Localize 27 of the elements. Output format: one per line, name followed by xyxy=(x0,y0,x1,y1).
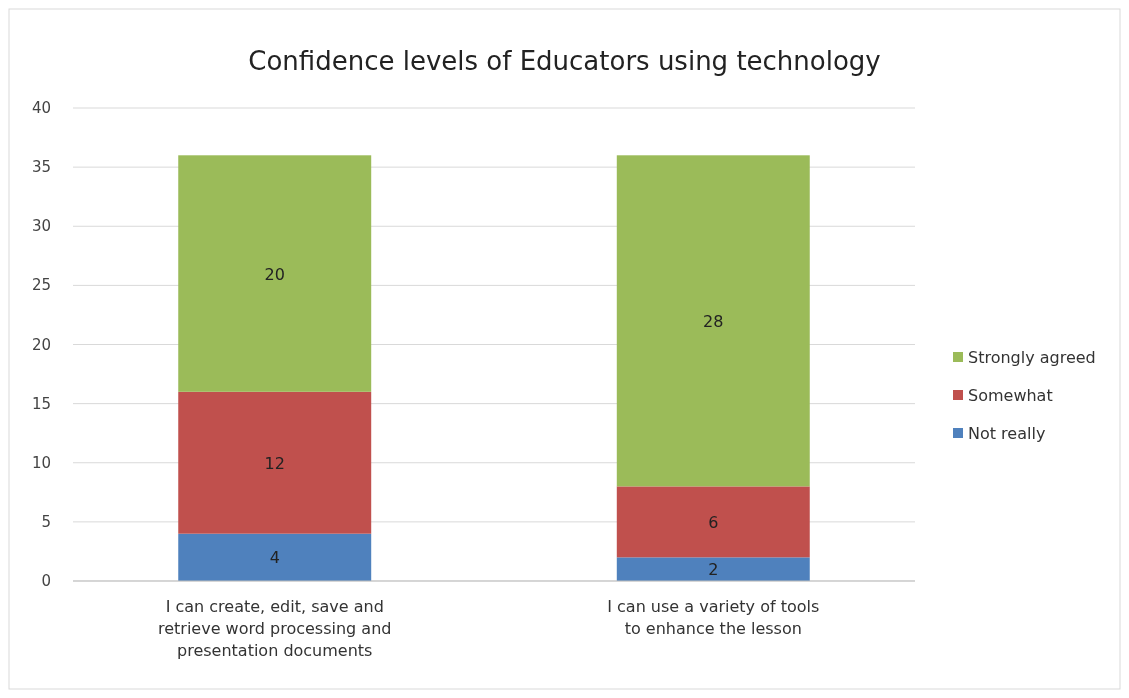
y-tick-label: 5 xyxy=(41,512,51,531)
y-tick-label: 25 xyxy=(31,276,51,295)
data-label: 2 xyxy=(708,560,719,580)
bar xyxy=(616,155,810,487)
data-label: 6 xyxy=(708,512,719,532)
y-tick-label: 40 xyxy=(31,99,51,117)
bar xyxy=(178,155,372,392)
data-label: 4 xyxy=(269,548,280,568)
x-tick-label: I can use a variety of tools to enhance the lesson xyxy=(607,597,820,638)
x-tick-label: I can create, edit, save and retrieve word processing and presentation documents xyxy=(158,597,392,660)
y-tick-label: 10 xyxy=(31,453,51,472)
y-tick-label: 35 xyxy=(31,158,51,177)
bar xyxy=(616,486,810,558)
legend-label: Somewhat xyxy=(968,386,1053,405)
data-label: 12 xyxy=(264,453,285,473)
data-label: 28 xyxy=(703,311,724,331)
y-tick-label: 30 xyxy=(31,217,51,236)
y-tick-label: 15 xyxy=(31,394,51,413)
bar xyxy=(178,533,372,581)
chart-title: Confidence levels of Educators using technology xyxy=(248,46,881,76)
y-tick-label: 0 xyxy=(41,572,51,590)
y-tick-label: 20 xyxy=(31,335,51,354)
bar xyxy=(616,557,810,581)
bar xyxy=(178,391,372,534)
data-label: 20 xyxy=(264,264,285,284)
legend-label: Strongly agreed xyxy=(968,348,1096,367)
legend-label: Not really xyxy=(968,424,1046,443)
